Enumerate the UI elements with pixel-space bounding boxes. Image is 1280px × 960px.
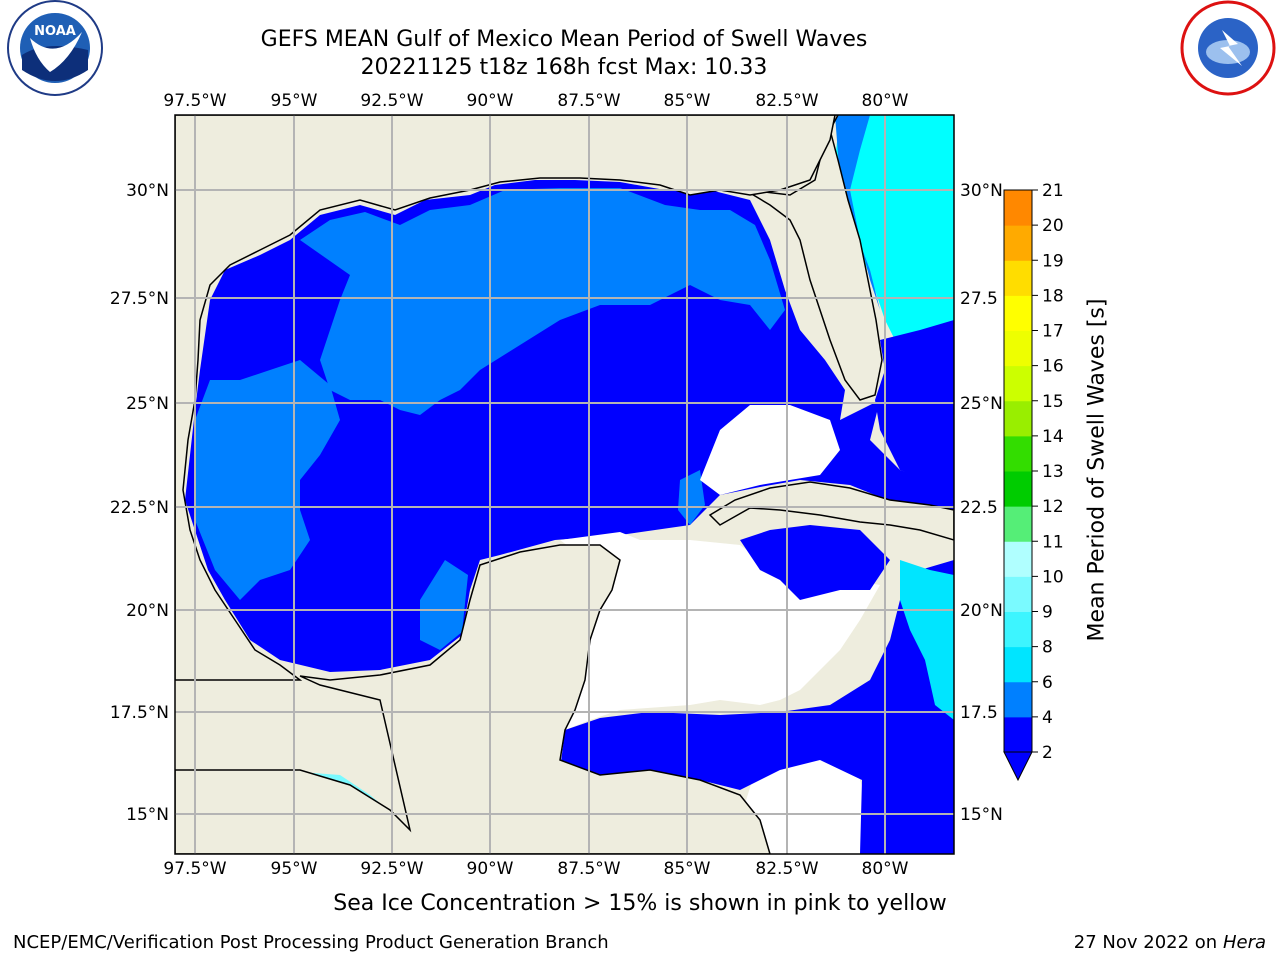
lon-label: 90°W [467,91,514,111]
lon-label: 82.5°W [755,91,818,111]
colorbar-under-arrow [1003,751,1033,782]
colorbar-tick-label: 4 [1042,708,1053,728]
caribbean-water-4-6s [900,560,954,720]
lon-label: 80°W [862,91,909,111]
colorbar-tick-label: 14 [1042,427,1064,447]
colorbar-band [1004,646,1032,683]
colorbar-tick-label: 20 [1042,216,1064,236]
map-frame [174,114,955,855]
lat-label: 20°N [960,601,1003,621]
atlantic-water-2-4s [875,320,954,500]
colorbar-tick-label: 13 [1042,462,1064,482]
colorbar-tick-label: 12 [1042,497,1064,517]
colorbar-band [1004,506,1032,542]
lon-label: 97.5°W [163,859,226,879]
footer-date: 27 Nov 2022 on Hera [1074,932,1266,953]
colorbar-band [1004,225,1032,261]
lat-label: 17.5°N [110,703,169,723]
lat-labels-right: 30°N 27.5 25°N 22.5 20°N 17.5 15°N [960,181,1003,825]
chart-subtitle: 20221125 t18z 168h fcst Max: 10.33 [360,55,768,80]
nws-logo [1180,0,1276,96]
noaa-logo: NOAA [7,0,103,96]
colorbar-tick-label: 8 [1042,638,1053,658]
colorbar-band [1004,330,1032,367]
lon-label: 92.5°W [360,91,423,111]
colorbar-tick-label: 19 [1042,251,1064,271]
colorbar-band [1004,260,1032,296]
chart-title: GEFS MEAN Gulf of Mexico Mean Period of … [260,27,868,52]
lat-label: 30°N [126,181,169,201]
lon-labels-bottom: 97.5°W 95°W 92.5°W 90°W 87.5°W 85°W 82.5… [163,859,908,879]
lon-label: 85°W [664,859,711,879]
lon-label: 92.5°W [360,859,423,879]
gulf-water-4-6s-west [195,360,340,600]
caribbean-water-2-4s-north [740,525,890,600]
lat-label: 20°N [126,601,169,621]
lat-labels-left: 30°N 27.5°N 25°N 22.5°N 20°N 17.5°N 15°N [110,181,169,825]
colorbar-tick-label: 11 [1042,532,1064,552]
footer-machine: Hera [1222,932,1266,953]
lon-label: 85°W [664,91,711,111]
lon-label: 90°W [467,859,514,879]
atlantic-water-6-8s [835,115,954,350]
map-area [175,115,954,854]
colorbar-band [1004,365,1032,402]
lat-label: 15°N [126,805,169,825]
lat-label: 15°N [960,805,1003,825]
no-data-caribbean [700,405,840,495]
lat-label: 22.5°N [110,498,169,518]
lat-label: 17.5 [960,703,998,723]
footer-credit: NCEP/EMC/Verification Post Processing Pr… [13,932,609,953]
lat-label: 27.5 [960,289,998,309]
gulf-water-4-6s-north [300,188,785,415]
lat-label: 30°N [960,181,1003,201]
cuba-land [708,481,954,541]
gulf-water-4-6s-south [420,560,468,650]
lon-labels-top: 97.5°W 95°W 92.5°W 90°W 87.5°W 85°W 82.5… [163,91,908,111]
gulf-water-4-6s-yucatan [678,470,705,525]
footer-date-text: 27 Nov 2022 on [1073,932,1218,953]
colorbar-tick-label: 9 [1042,603,1053,623]
lon-label: 87.5°W [557,91,620,111]
colorbar-band [1004,576,1032,612]
colorbar: 2 4 6 8 9 10 11 12 13 14 15 16 17 18 19 20 21 [1003,181,1064,782]
lon-label: 97.5°W [163,91,226,111]
lon-label: 95°W [271,859,318,879]
lon-label: 82.5°W [755,859,818,879]
colorbar-band [1004,190,1032,226]
lat-label: 22.5 [960,498,998,518]
colorbar-tick-label: 17 [1042,322,1064,342]
colorbar-tick-label: 16 [1042,357,1064,377]
lat-label: 25°N [960,394,1003,414]
colorbar-tick-label: 10 [1042,567,1064,587]
colorbar-band [1004,400,1032,437]
colorbar-tick-label: 2 [1042,743,1053,763]
colorbar-band [1004,435,1032,472]
colorbar-title: Mean Period of Swell Waves [s] [1084,298,1110,642]
colorbar-band [1004,611,1032,648]
atlantic-water-4-6s [835,115,880,310]
lon-label: 95°W [271,91,318,111]
sea-ice-caption: Sea Ice Concentration > 15% is shown in … [333,891,947,916]
lat-label: 25°N [126,394,169,414]
colorbar-tick-label: 18 [1042,286,1064,306]
colorbar-band [1004,681,1032,718]
colorbar-tick-label: 15 [1042,392,1064,412]
colorbar-band [1004,295,1032,331]
lon-label: 87.5°W [557,859,620,879]
colorbar-tick-label: 6 [1042,673,1053,693]
colorbar-band [1004,471,1032,507]
colorbar-band [1004,716,1032,753]
svg-text:NOAA: NOAA [34,24,76,39]
yucatan-land [175,544,771,854]
graticule [175,115,954,854]
colorbar-tick-label: 21 [1042,181,1064,201]
lat-label: 27.5°N [110,289,169,309]
lon-label: 80°W [862,859,909,879]
colorbar-band [1004,541,1032,577]
